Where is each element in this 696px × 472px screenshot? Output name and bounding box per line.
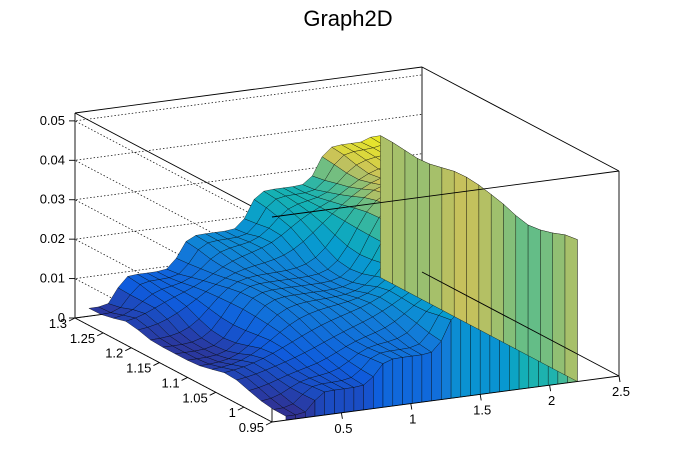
- surface-skirt-cell: [454, 171, 467, 324]
- x-tick-label: 0.5: [334, 421, 352, 436]
- front-box-edge: [421, 66, 620, 172]
- y-tick-label: 1: [229, 405, 236, 420]
- y-tick-label: 1.25: [70, 331, 95, 346]
- surface-skirt-cell: [380, 135, 393, 285]
- surface-skirt-cell: [421, 351, 432, 403]
- surface-skirt-cell: [515, 215, 529, 356]
- x-tick-mark: [410, 403, 413, 410]
- y-tick-mark: [68, 317, 76, 322]
- y-tick-label: 0.95: [239, 420, 264, 435]
- chart-title: Graph2D: [303, 6, 393, 31]
- back-box-edge: [74, 317, 273, 423]
- surface-skirt-cell: [392, 357, 403, 407]
- surface-skirt-cell: [334, 388, 345, 414]
- x-tick-mark: [618, 375, 621, 383]
- surface-skirt-cell: [353, 384, 364, 412]
- z-gridline: [73, 74, 423, 226]
- x-tick-label: 2: [548, 393, 555, 408]
- surface-skirt-cell: [540, 229, 553, 369]
- x-tick-label: 1.5: [473, 402, 491, 417]
- x-tick-label: 2.5: [612, 384, 630, 399]
- surface-skirt-cell: [324, 389, 335, 416]
- front-box: [271, 66, 620, 423]
- surface-skirt-cell: [382, 358, 393, 408]
- surface-skirt-cell: [450, 310, 461, 399]
- z-tick-label: 0.05: [40, 113, 65, 128]
- back-box-edge: [74, 66, 423, 114]
- x-tick-label: 1: [409, 412, 416, 427]
- surface: [88, 135, 578, 421]
- surface-skirt-cell: [503, 203, 516, 350]
- y-tick-label: 1.05: [182, 390, 207, 405]
- z-tick-label: 0.02: [40, 231, 65, 246]
- y-tick-mark: [125, 347, 132, 352]
- y-tick-mark: [181, 377, 188, 381]
- surface-skirt-cell: [491, 194, 504, 343]
- front-box-edge: [421, 271, 620, 377]
- surface-skirt-cell: [429, 163, 443, 311]
- y-tick-label: 1.1: [161, 375, 179, 390]
- surface-skirt-cell: [392, 142, 406, 291]
- surface-skirt-cell: [402, 355, 413, 405]
- surface-skirt-cell: [466, 176, 480, 330]
- surface-skirt-cell: [478, 184, 492, 337]
- surface-skirt-cell: [552, 232, 566, 376]
- surface-skirt-cell: [344, 387, 355, 413]
- y-tick-mark: [209, 391, 216, 396]
- y-tick-mark: [153, 362, 160, 366]
- surface-skirt-cell: [564, 234, 578, 382]
- surface-skirt-cell: [441, 167, 455, 317]
- x-tick-mark: [549, 385, 552, 392]
- x-tick-mark: [479, 394, 482, 401]
- y-tick-mark: [265, 421, 273, 426]
- z-gridline: [73, 113, 423, 265]
- axis-ticks: 00.010.020.030.040.050.9511.051.11.151.2…: [40, 113, 630, 436]
- y-tick-label: 1.2: [105, 346, 123, 361]
- y-tick-label: 1.3: [49, 316, 67, 331]
- y-tick-mark: [96, 332, 104, 337]
- z-tick-label: 0: [58, 310, 65, 325]
- z-tick-label: 0.04: [40, 152, 65, 167]
- back-box-edge: [74, 112, 273, 218]
- surface-skirt-cell: [527, 224, 541, 363]
- z-tick-label: 0.01: [40, 271, 65, 286]
- surface-skirt-cell: [417, 158, 430, 304]
- z-tick-label: 0.03: [40, 192, 65, 207]
- x-tick-mark: [340, 412, 343, 419]
- y-tick-mark: [237, 406, 245, 411]
- surface-skirt-cell: [412, 354, 423, 404]
- front-box-edge: [271, 170, 620, 218]
- surface-skirt-cell: [404, 150, 418, 298]
- y-tick-label: 1.15: [126, 361, 151, 376]
- front-box-edge: [271, 375, 620, 423]
